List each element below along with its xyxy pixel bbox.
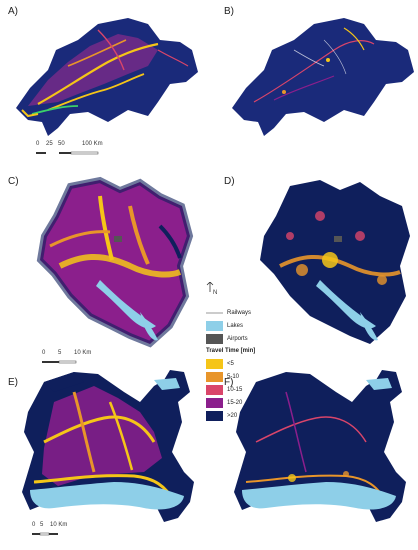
- panel-label-b: B): [224, 6, 234, 17]
- scale-label: 5: [58, 350, 62, 356]
- scalebar-top: 0 25 50 100 Km: [36, 141, 106, 157]
- north-label: N: [213, 290, 218, 296]
- lake-swatch: [206, 320, 223, 331]
- legend-item-lakes: Lakes: [206, 319, 276, 332]
- legend-label: Airports: [227, 335, 248, 342]
- map-vaud-current: [22, 370, 194, 522]
- legend-label: 10-15: [227, 386, 243, 393]
- railway-swatch: [206, 311, 223, 314]
- legend-label: >20: [227, 412, 238, 419]
- panel-label-a: A): [8, 6, 18, 17]
- map-switzerland-future: [232, 18, 414, 136]
- class-swatch: [206, 384, 223, 395]
- scalebar-middle: 0 5 10 Km: [42, 350, 102, 366]
- scale-label: 10 Km: [74, 350, 92, 356]
- map-zurich-current: [36, 176, 194, 348]
- panel-label-d: D): [224, 176, 235, 187]
- panel-label-f: F): [224, 377, 234, 388]
- panel-label-e: E): [8, 377, 18, 388]
- map-zurich-future: [260, 180, 410, 344]
- legend-item-railways: Railways: [206, 306, 276, 319]
- legend: Railways Lakes Airports Travel Time [min…: [206, 306, 276, 422]
- legend-item-class: 5-10: [206, 370, 276, 383]
- legend-label: Railways: [227, 309, 252, 316]
- airport-swatch: [206, 333, 223, 344]
- legend-title: Travel Time [min]: [206, 348, 256, 354]
- class-swatch: [206, 371, 223, 382]
- scalebar-bottom: 0 5 10 Km: [32, 522, 92, 538]
- legend-label: 15-20: [227, 399, 243, 406]
- scale-bar-line: [42, 360, 77, 364]
- scale-label: 100 Km: [82, 141, 103, 147]
- legend-label: Lakes: [227, 322, 244, 329]
- scale-label: 10 Km: [50, 522, 68, 528]
- class-swatch: [206, 358, 223, 369]
- north-arrow: N: [205, 281, 218, 298]
- map-switzerland-current: [16, 18, 198, 136]
- scale-bar-line: [36, 151, 99, 155]
- scale-label: 25: [46, 141, 53, 147]
- legend-label: <5: [227, 360, 234, 367]
- north-arrow-icon: [206, 281, 214, 292]
- class-swatch: [206, 410, 223, 421]
- legend-item-class: 10-15: [206, 383, 276, 396]
- scale-label: 50: [58, 141, 65, 147]
- class-swatch: [206, 397, 223, 408]
- legend-item-class: >20: [206, 409, 276, 422]
- scale-label: 0: [42, 350, 46, 356]
- legend-item-airports: Airports: [206, 332, 276, 345]
- scale-label: 0: [32, 522, 36, 528]
- panel-label-c: C): [8, 176, 19, 187]
- scale-label: 0: [36, 141, 40, 147]
- map-vaud-future: [234, 370, 406, 522]
- scale-bar-line: [32, 532, 58, 536]
- legend-label: 5-10: [227, 373, 240, 380]
- legend-item-class: <5: [206, 357, 276, 370]
- legend-item-class: 15-20: [206, 396, 276, 409]
- scale-label: 5: [40, 522, 44, 528]
